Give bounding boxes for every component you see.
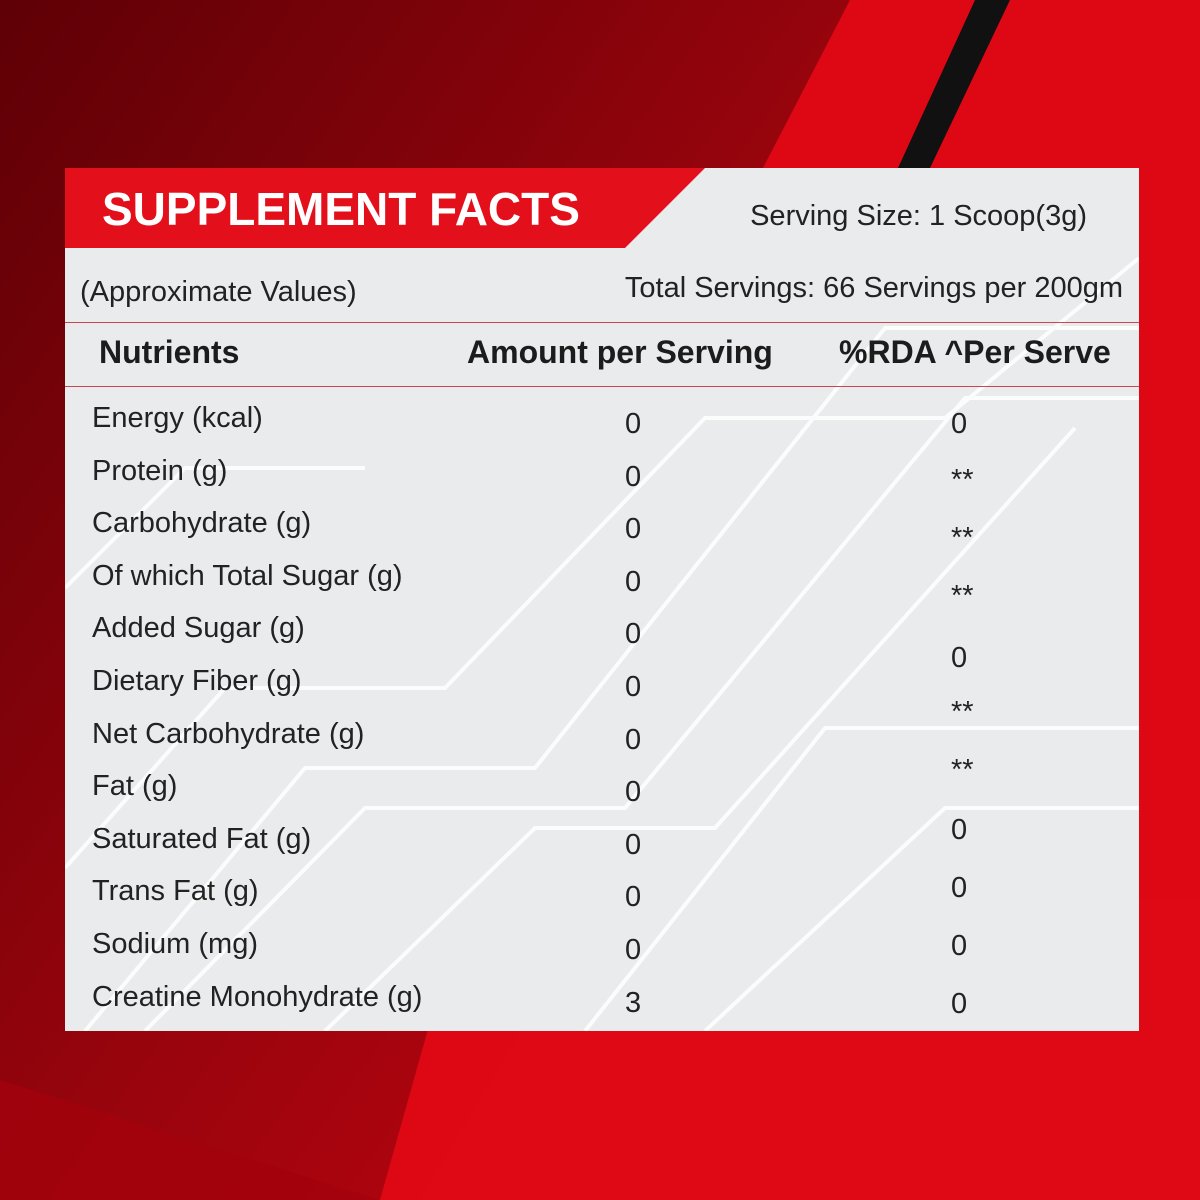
nutrient-rda: ** (951, 754, 974, 786)
nutrient-name: Of which Total Sugar (g) (92, 559, 403, 592)
nutrient-rda: ** (951, 696, 974, 728)
nutrient-name: Added Sugar (g) (92, 612, 305, 645)
nutrient-name: Sodium (mg) (92, 928, 258, 960)
nutrient-rda: 0 (951, 814, 968, 846)
nutrient-rda: ** (951, 522, 974, 554)
nutrient-name: Creatine Monohydrate (g) (92, 980, 423, 1013)
nutrient-name: Trans Fat (g) (92, 875, 259, 908)
nutrient-rda: 0 (951, 642, 968, 674)
column-header-rda: %RDA ^Per Serve (839, 334, 1111, 370)
panel-title: SUPPLEMENT FACTS (102, 183, 580, 235)
nutrient-table: Energy (kcal) 0 0 Protein (g) 0 ** Carbohydrat… (65, 168, 1139, 1031)
approximate-values-note: (Approximate Values) (80, 276, 357, 308)
nutrient-name: Net Carbohydrate (g) (92, 717, 365, 750)
nutrient-amount: 3 (625, 986, 642, 1019)
nutrient-amount: 0 (625, 460, 642, 493)
nutrient-rda: 0 (951, 872, 968, 904)
nutrient-rda: 0 (951, 988, 968, 1020)
title-banner (65, 168, 705, 248)
nutrient-name: Fat (g) (92, 770, 178, 803)
nutrient-amount: 0 (625, 618, 642, 651)
nutrient-name: Energy (kcal) (92, 402, 263, 434)
nutrient-rda: 0 (951, 408, 968, 440)
nutrient-rda: 0 (951, 930, 968, 962)
nutrient-amount: 0 (625, 776, 642, 809)
nutrient-amount: 0 (625, 671, 642, 703)
nutrient-amount: 0 (625, 408, 642, 440)
nutrient-name: Protein (g) (92, 454, 228, 487)
nutrient-name: Saturated Fat (g) (92, 822, 312, 855)
nutrient-amount: 0 (625, 828, 642, 861)
panel-decor-lines (65, 256, 1139, 1031)
nutrient-amount: 0 (625, 565, 642, 598)
column-header-amount: Amount per Serving (467, 334, 773, 370)
nutrient-rda: ** (951, 464, 974, 496)
nutrient-amount: 0 (625, 513, 642, 546)
nutrient-amount: 0 (625, 934, 642, 966)
nutrient-amount: 0 (625, 723, 642, 756)
total-servings: Total Servings: 66 Servings per 200gm (624, 272, 1123, 304)
supplement-facts-panel: SUPPLEMENT FACTS Serving Size: 1 Scoop(3… (65, 168, 1139, 1031)
nutrient-name: Dietary Fiber (g) (92, 665, 302, 697)
nutrient-name: Carbohydrate (g) (92, 507, 312, 540)
nutrient-amount: 0 (625, 881, 642, 914)
column-header-nutrients: Nutrients (99, 334, 240, 370)
header-divider-bottom (65, 386, 1139, 387)
header-divider-top (65, 322, 1139, 323)
nutrient-rda: ** (951, 580, 974, 612)
serving-size: Serving Size: 1 Scoop(3g) (750, 200, 1087, 232)
